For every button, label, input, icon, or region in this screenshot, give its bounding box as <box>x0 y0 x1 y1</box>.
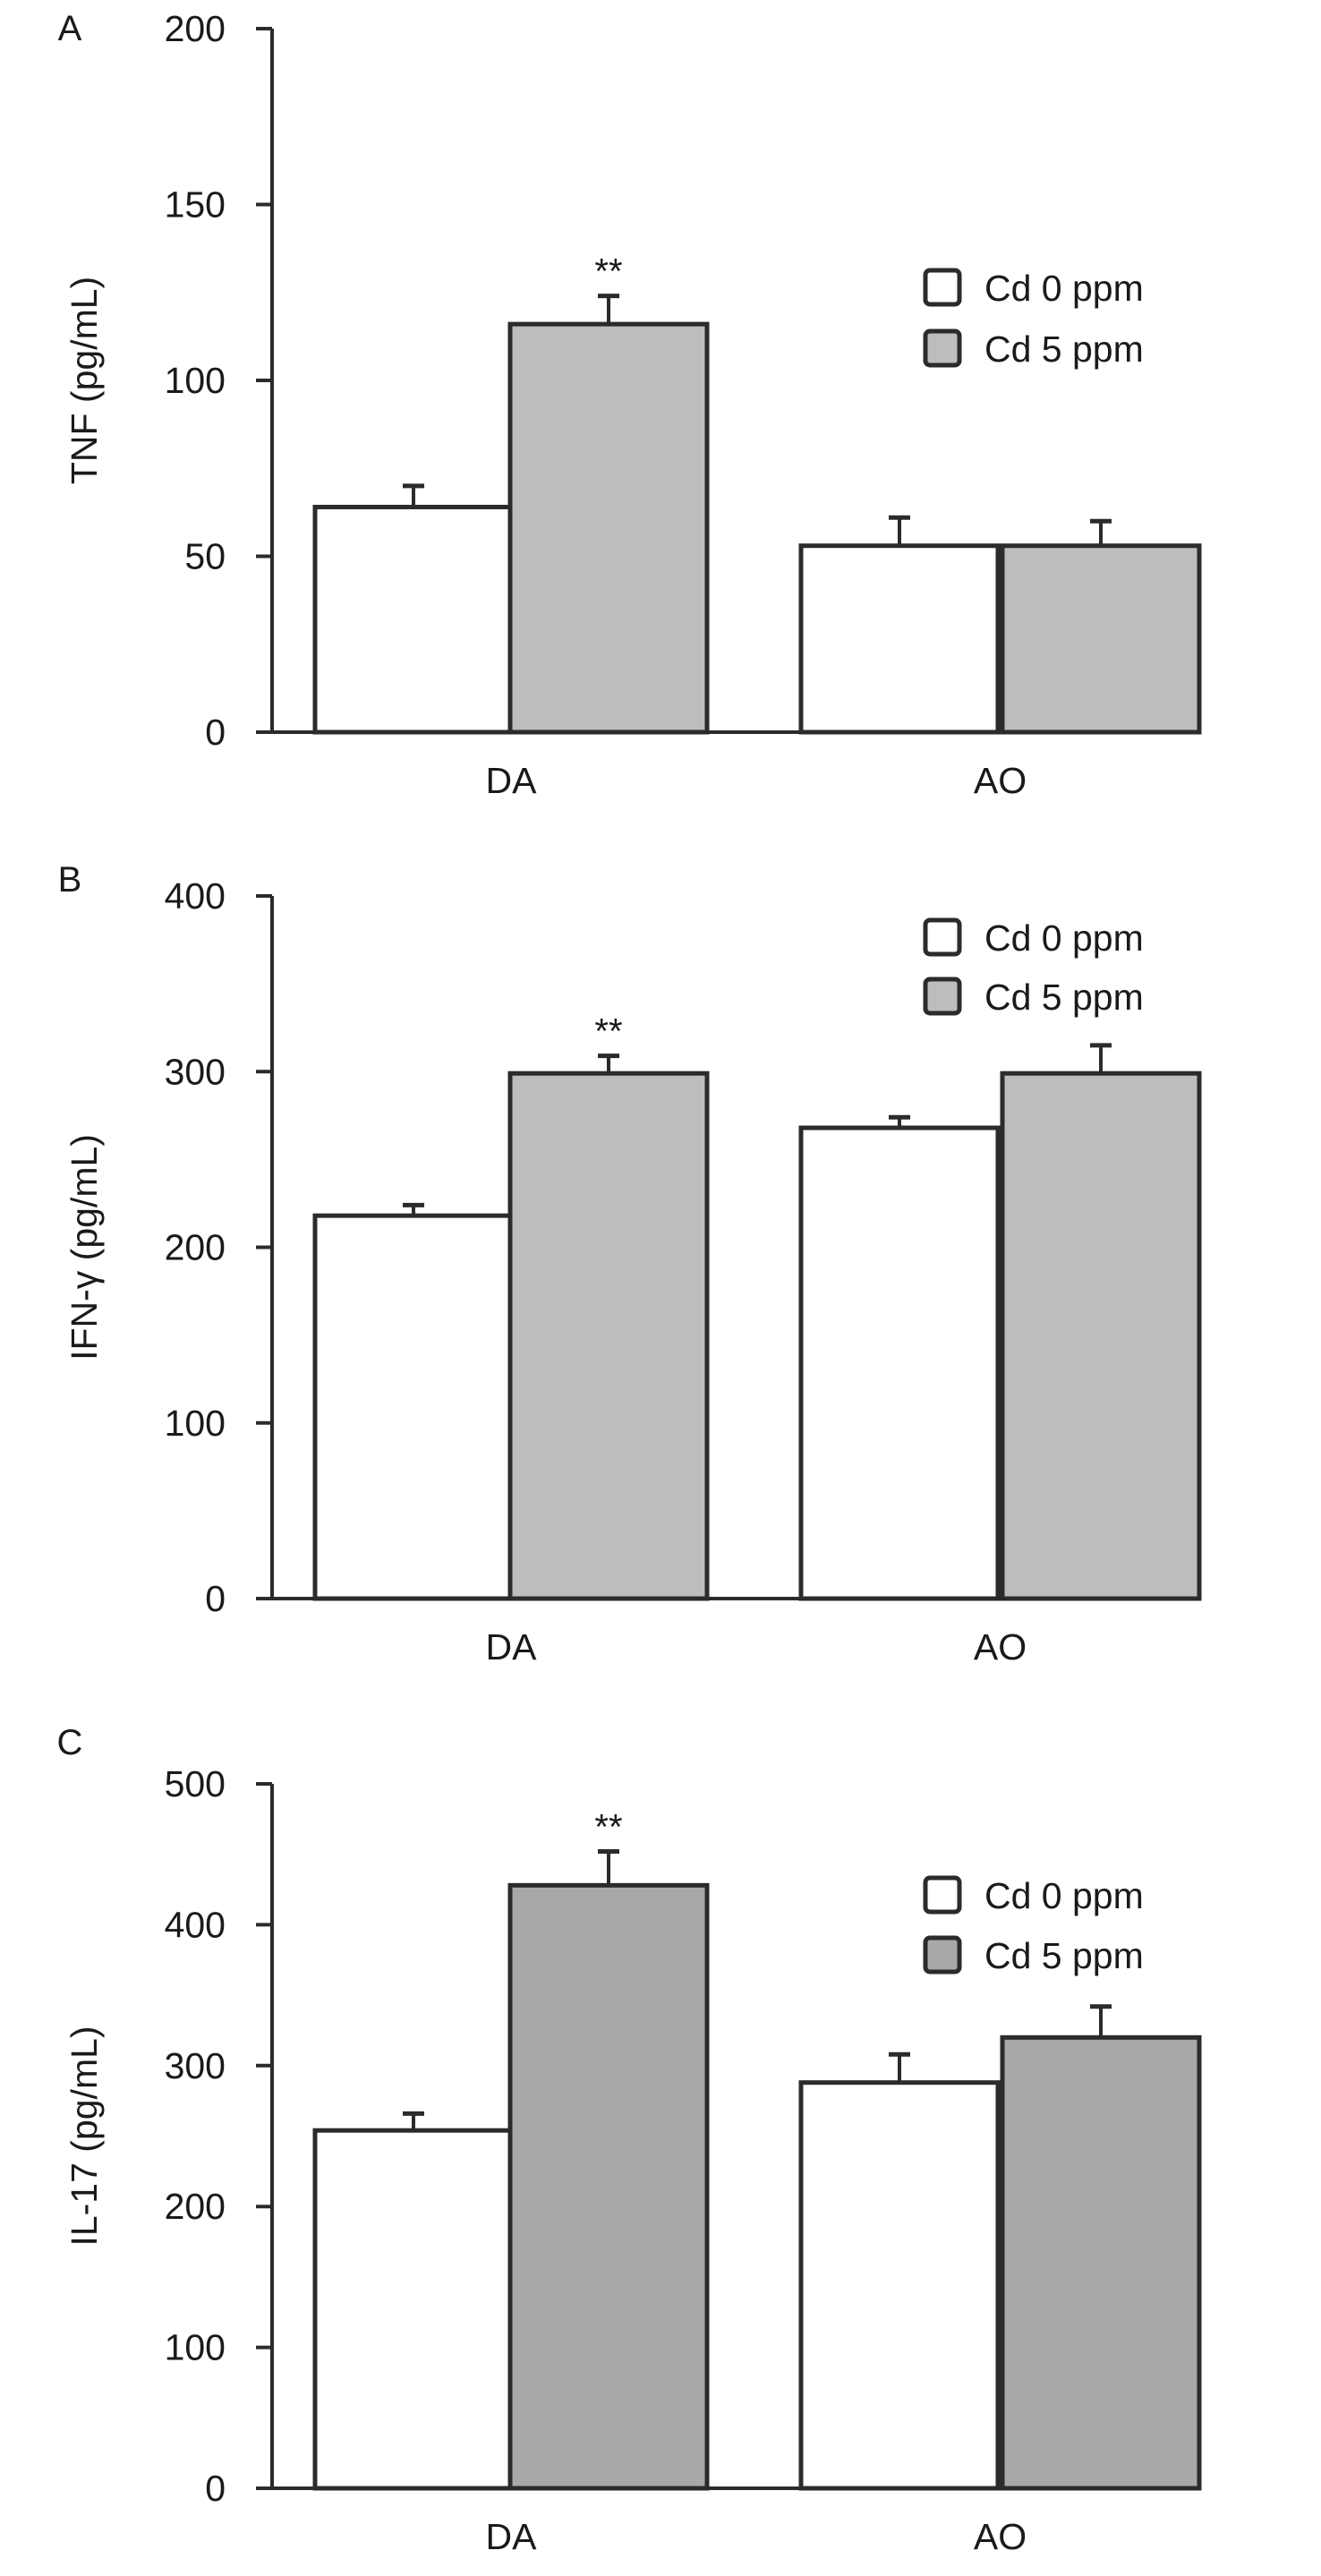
legend-swatch <box>923 328 962 368</box>
x-category-label: DA <box>486 760 538 801</box>
bar-da-series-0 <box>312 1213 515 1601</box>
y-tick-label: 100 <box>165 360 226 401</box>
y-tick-label: 100 <box>165 2327 226 2368</box>
y-tick-label: 500 <box>165 1763 226 1804</box>
legend-label: Cd 0 ppm <box>984 268 1144 309</box>
panel-letter: C <box>57 1723 83 1762</box>
y-tick-label: 200 <box>165 8 226 49</box>
bar-da-series-0 <box>312 504 515 735</box>
y-tick-label: 0 <box>205 712 226 753</box>
y-tick-label: 0 <box>205 2468 226 2509</box>
y-tick-label: 300 <box>165 2045 226 2086</box>
x-category-label: DA <box>486 1626 538 1668</box>
y-axis-label: TNF (pg/mL) <box>64 277 105 484</box>
bar-da-series-1 <box>507 1070 710 1601</box>
y-tick-label: 300 <box>165 1051 226 1092</box>
significance-label: ** <box>594 252 622 292</box>
y-tick-label: 50 <box>184 536 226 577</box>
y-axis-label: IFN-γ (pg/mL) <box>64 1134 105 1361</box>
significance-label: ** <box>594 1808 622 1847</box>
x-category-label: AO <box>974 760 1027 801</box>
x-category-label: DA <box>486 2516 538 2557</box>
y-tick-label: 200 <box>165 2186 226 2227</box>
legend-label: Cd 0 ppm <box>984 1875 1144 1916</box>
y-tick-label: 400 <box>165 1904 226 1945</box>
bar-ao-series-1 <box>1000 543 1202 735</box>
significance-label: ** <box>594 1012 622 1052</box>
bar-da-series-1 <box>507 1882 710 2491</box>
panel-a: A 0 50 100 150 200 TNF (pg/mL) DA AO ** Cd 0 ppm Cd… <box>58 8 1202 801</box>
legend-swatch <box>923 977 962 1016</box>
x-category-label: AO <box>974 2516 1027 2557</box>
legend-swatch <box>923 1935 962 1975</box>
panel-letter: A <box>58 9 82 48</box>
bar-ao-series-1 <box>1000 1070 1202 1601</box>
y-tick-label: 200 <box>165 1227 226 1268</box>
bar-ao-series-0 <box>798 1125 1001 1601</box>
panel-letter: B <box>58 860 82 900</box>
bar-da-series-1 <box>507 321 710 735</box>
legend-swatch <box>923 1875 962 1915</box>
y-tick-label: 150 <box>165 184 226 226</box>
panel-c: C 0 100 200 300 400 500 IL-17 (pg/mL) DA AO ** Cd 0… <box>57 1723 1202 2557</box>
bar-ao-series-0 <box>798 2080 1001 2491</box>
legend-label: Cd 5 ppm <box>984 977 1144 1018</box>
y-tick-label: 0 <box>205 1578 226 1619</box>
legend-swatch <box>923 917 962 957</box>
legend-label: Cd 5 ppm <box>984 1935 1144 1976</box>
y-axis-label: IL-17 (pg/mL) <box>64 2026 105 2246</box>
x-category-label: AO <box>974 1626 1027 1668</box>
legend-label: Cd 0 ppm <box>984 917 1144 959</box>
bar-ao-series-0 <box>798 543 1001 735</box>
legend-label: Cd 5 ppm <box>984 328 1144 370</box>
bar-da-series-0 <box>312 2128 515 2491</box>
y-tick-label: 400 <box>165 875 226 917</box>
y-tick-label: 100 <box>165 1403 226 1444</box>
legend-swatch <box>923 268 962 307</box>
bar-ao-series-1 <box>1000 2034 1202 2491</box>
panel-b: B 0 100 200 300 400 IFN-γ (pg/mL) DA AO ** Cd 0 pp… <box>58 860 1202 1668</box>
